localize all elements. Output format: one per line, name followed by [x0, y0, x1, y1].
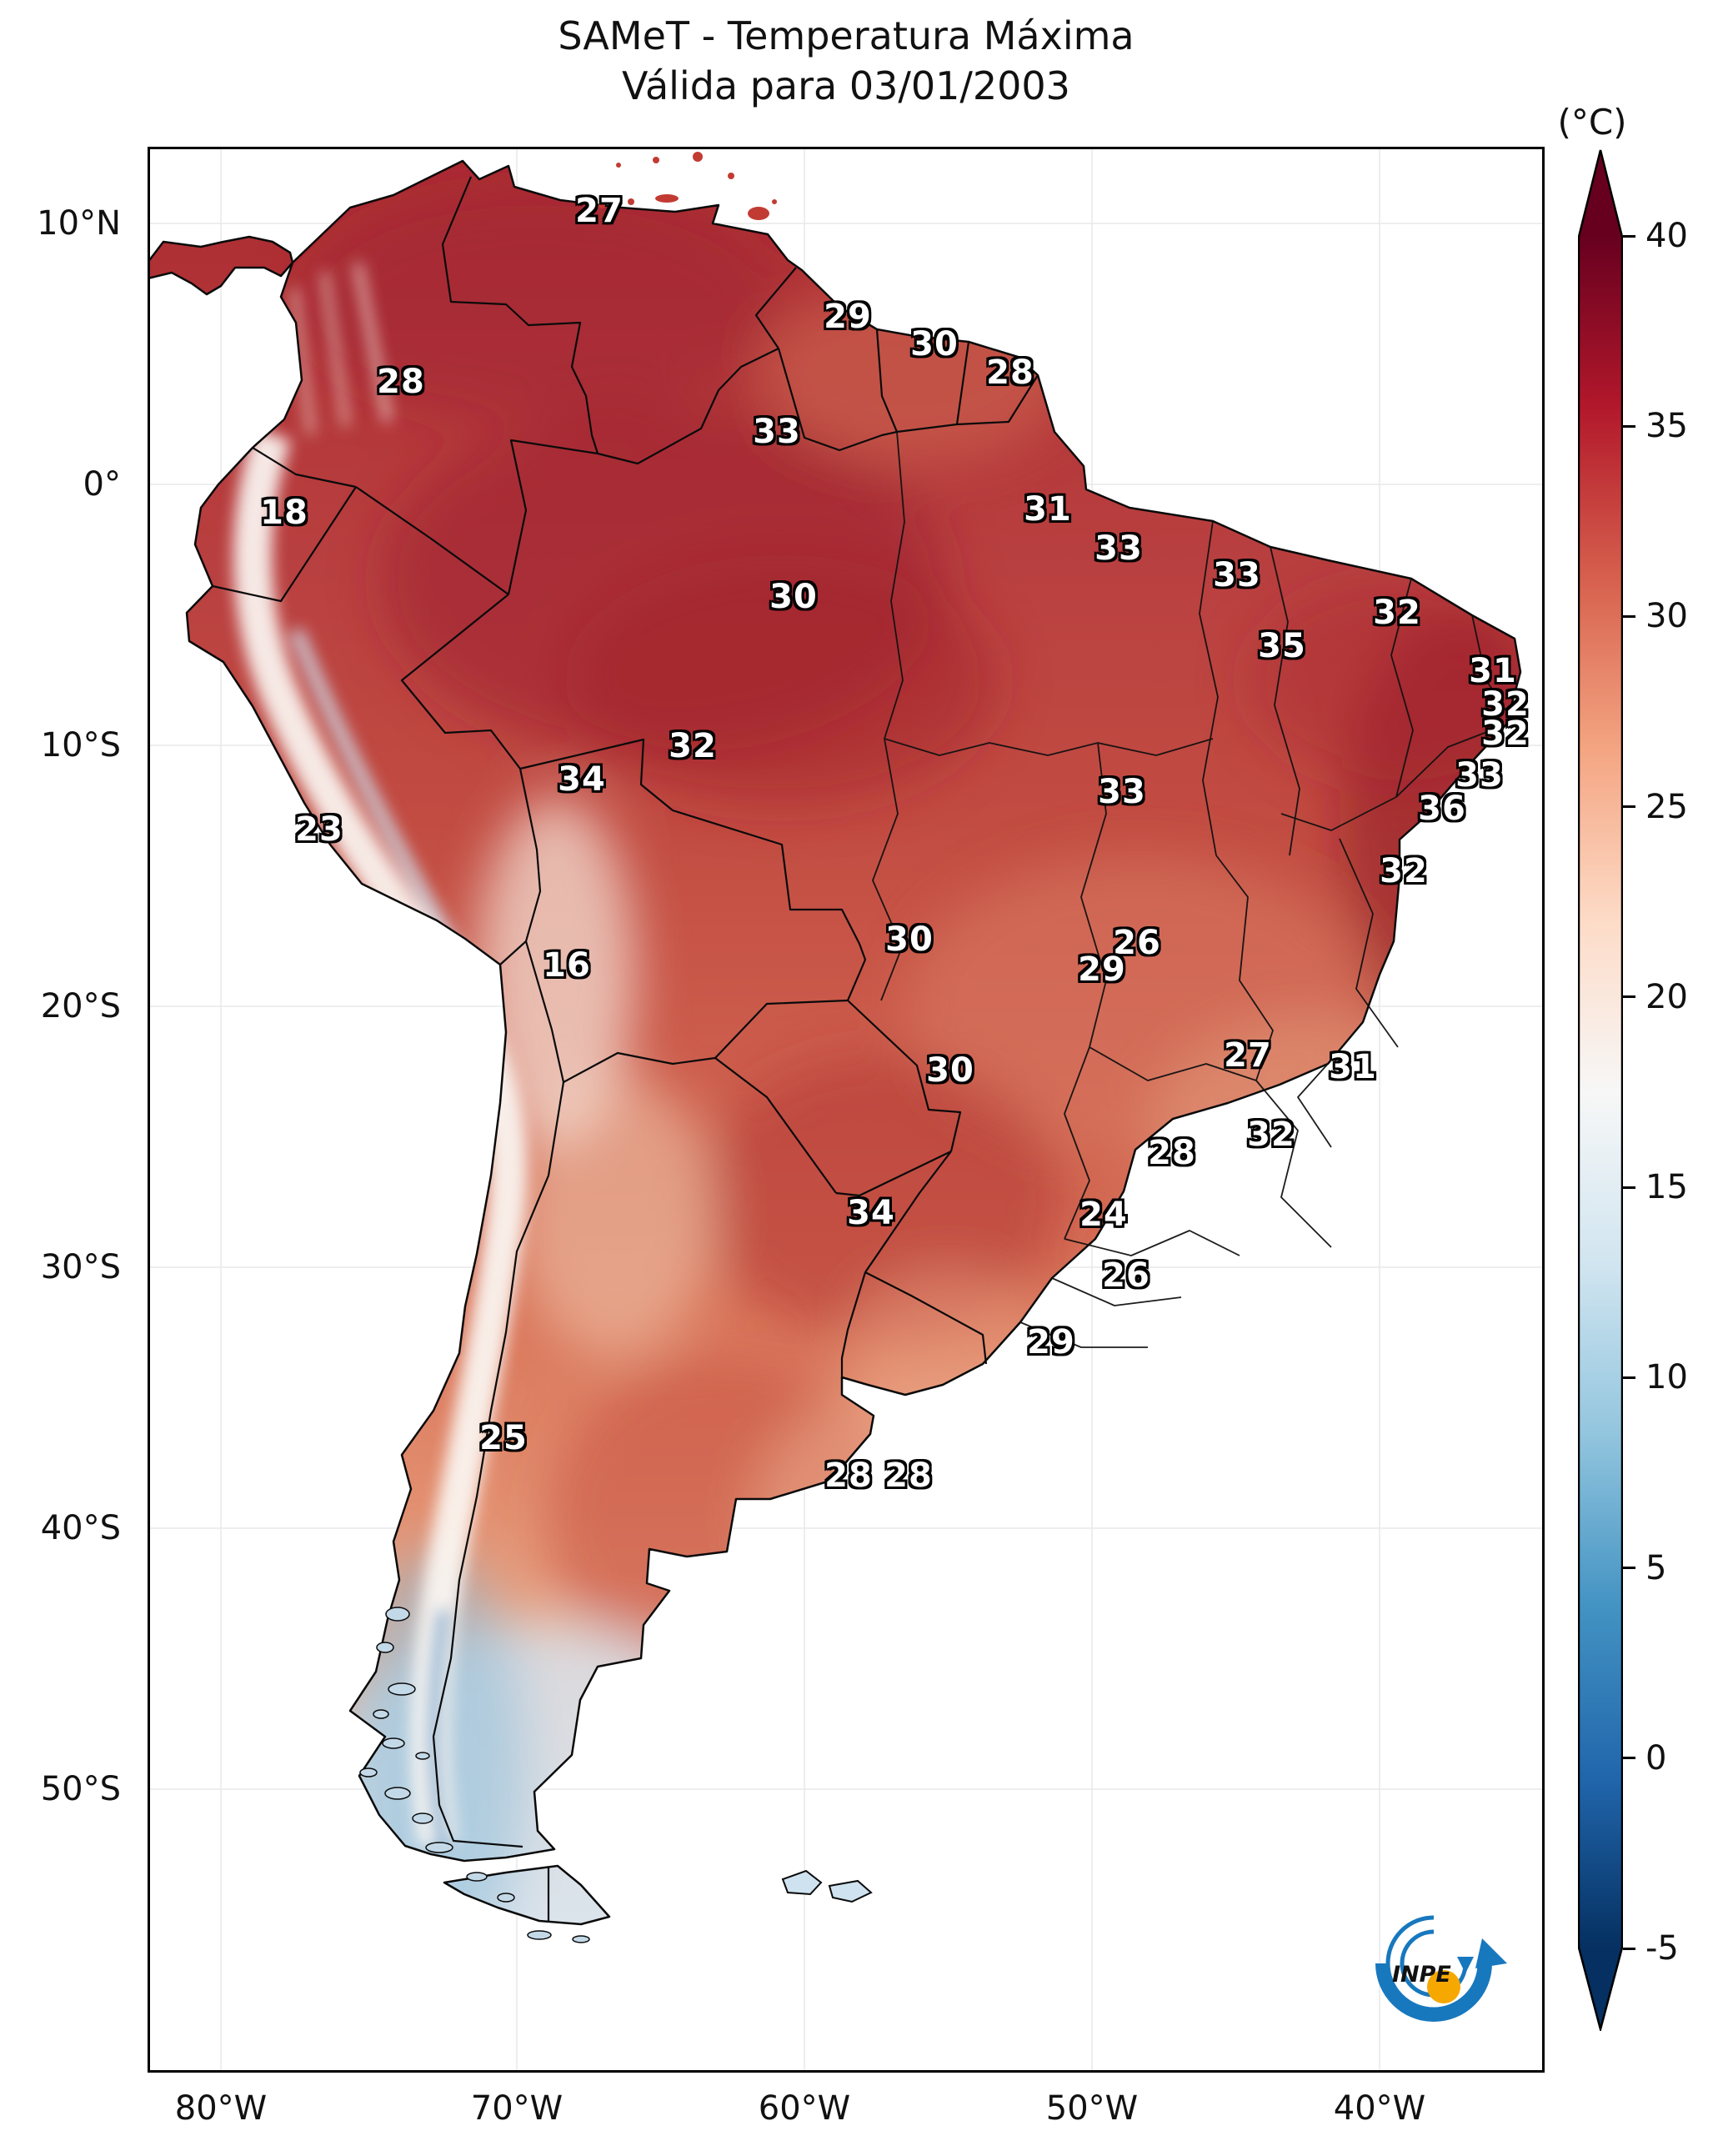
- station-temperature-label: 24: [1079, 1196, 1128, 1234]
- station-temperature-label: 30: [910, 325, 959, 364]
- station-temperature-label: 30: [926, 1051, 974, 1090]
- lat-tick-label: 0°: [83, 465, 121, 504]
- colorbar-tick-mark: [1623, 1567, 1635, 1570]
- station-temperature-label: 33: [1098, 773, 1146, 811]
- colorbar-tick-mark: [1623, 1376, 1635, 1379]
- colorbar-tick-label: 10: [1645, 1358, 1688, 1397]
- islands: [359, 152, 873, 1943]
- colorbar-tick-mark: [1623, 234, 1635, 238]
- inpe-logo-swoosh: [1375, 1963, 1492, 2022]
- chart-title: SAMeT - Temperatura Máxima: [558, 13, 1134, 58]
- station-temperature-label: 32: [1481, 685, 1530, 724]
- colorbar-tick-mark: [1623, 995, 1635, 999]
- colorbar-tick-mark: [1623, 1186, 1635, 1189]
- station-temperature-label: 28: [884, 1457, 933, 1495]
- colorbar-tick-label: 20: [1645, 977, 1688, 1016]
- station-temperature-label: 28: [824, 1457, 873, 1495]
- colorbar-tick-label: 35: [1645, 407, 1688, 446]
- lon-tick-label: 50°W: [1045, 2089, 1139, 2128]
- colorbar-tick-label: 0: [1645, 1738, 1667, 1777]
- map-border: [148, 147, 1545, 2073]
- station-temperature-label: 25: [479, 1419, 528, 1457]
- station-temperature-label: 34: [558, 760, 606, 799]
- lon-tick-label: 40°W: [1333, 2089, 1426, 2128]
- station-temperature-label: 32: [1373, 594, 1421, 632]
- colorbar-tick-label: 5: [1645, 1548, 1667, 1587]
- colorbar-gradient: [1579, 236, 1622, 1948]
- station-temperature-label: 31: [1469, 652, 1517, 690]
- map-canvas: [148, 147, 1545, 2073]
- colorbar-arrow-top: [1579, 150, 1622, 237]
- state-borders: [872, 431, 1512, 1348]
- lat-tick-label: 20°S: [40, 987, 121, 1025]
- colorbar-tick-mark: [1623, 805, 1635, 809]
- station-temperature-label: 23: [295, 810, 343, 849]
- station-temperature-label: 18: [260, 494, 308, 532]
- station-temperature-label: 29: [1078, 950, 1126, 989]
- station-temperature-label: 27: [1224, 1036, 1272, 1075]
- inpe-logo-arrowhead-down: [1457, 1957, 1474, 1973]
- colorbar-unit-label: (°C): [1557, 102, 1627, 143]
- station-temperature-label: 35: [1258, 627, 1306, 665]
- lat-tick-label: 30°S: [40, 1248, 121, 1286]
- station-temperature-label: 27: [575, 192, 624, 230]
- lat-tick-label: 10°N: [37, 204, 121, 243]
- station-temperature-label: 32: [669, 727, 717, 765]
- temperature-raster: [148, 161, 1520, 1924]
- lon-tick-label: 60°W: [758, 2089, 851, 2128]
- colorbar: [1578, 149, 1623, 2031]
- station-temperature-label: 32: [1481, 714, 1530, 753]
- station-temperature-label: 30: [885, 920, 934, 959]
- inpe-logo-orange-dot: [1427, 1970, 1460, 2003]
- lon-tick-label: 70°W: [470, 2089, 563, 2128]
- colorbar-tick-mark: [1623, 424, 1635, 428]
- colorbar-tick-label: 15: [1645, 1168, 1688, 1207]
- inpe-logo-circle: [1385, 1915, 1482, 2012]
- falkland-islands: [781, 1869, 873, 1903]
- station-temperature-label: 33: [1455, 756, 1504, 795]
- lat-tick-label: 40°S: [40, 1509, 121, 1547]
- inpe-logo-text: INPE: [1392, 1962, 1451, 1988]
- station-temperature-label: 33: [1094, 529, 1143, 568]
- colorbar-tick-label: 25: [1645, 787, 1688, 826]
- lat-tick-label: 10°S: [40, 726, 121, 765]
- station-temperature-label: 32: [1247, 1116, 1295, 1154]
- lat-tick-label: 50°S: [40, 1770, 121, 1808]
- lon-tick-label: 80°W: [174, 2089, 268, 2128]
- station-temperature-label: 30: [769, 578, 818, 616]
- station-temperature-label: 31: [1329, 1048, 1377, 1086]
- colorbar-tick-label: 40: [1645, 217, 1688, 255]
- station-temperature-label: 26: [1102, 1256, 1150, 1295]
- inpe-logo: INPE: [1375, 1915, 1507, 2022]
- station-temperature-label: 28: [986, 353, 1034, 392]
- station-temperature-label: 33: [753, 413, 801, 451]
- station-temperature-label: 36: [1418, 790, 1466, 828]
- station-temperature-label: 16: [543, 946, 591, 985]
- colorbar-tick-mark: [1623, 1757, 1635, 1760]
- station-temperature-label: 26: [1113, 924, 1161, 962]
- station-temperature-label: 32: [1380, 852, 1428, 890]
- colorbar-tick-label: -5: [1645, 1929, 1679, 1968]
- colorbar-tick-label: 30: [1645, 597, 1688, 636]
- station-temperature-label: 33: [1213, 556, 1261, 594]
- inpe-logo-arrowhead-up: [1475, 1938, 1507, 1968]
- station-temperature-label: 31: [1024, 490, 1072, 529]
- station-temperature-label: 34: [847, 1194, 895, 1232]
- caribbean-islands: [599, 152, 777, 220]
- colorbar-tick-mark: [1623, 1947, 1635, 1950]
- coastlines: [148, 159, 1522, 1926]
- fjord-islets: [359, 1607, 590, 1943]
- station-temperature-label: 28: [1148, 1134, 1196, 1172]
- station-temperature-label: 29: [1027, 1323, 1075, 1361]
- station-temperature-label: 29: [824, 298, 872, 336]
- country-borders: [212, 176, 1039, 1923]
- chart-subtitle: Válida para 03/01/2003: [622, 63, 1070, 108]
- colorbar-arrow-bottom: [1579, 1948, 1622, 2029]
- colorbar-tick-mark: [1623, 614, 1635, 618]
- station-temperature-label: 28: [377, 363, 425, 401]
